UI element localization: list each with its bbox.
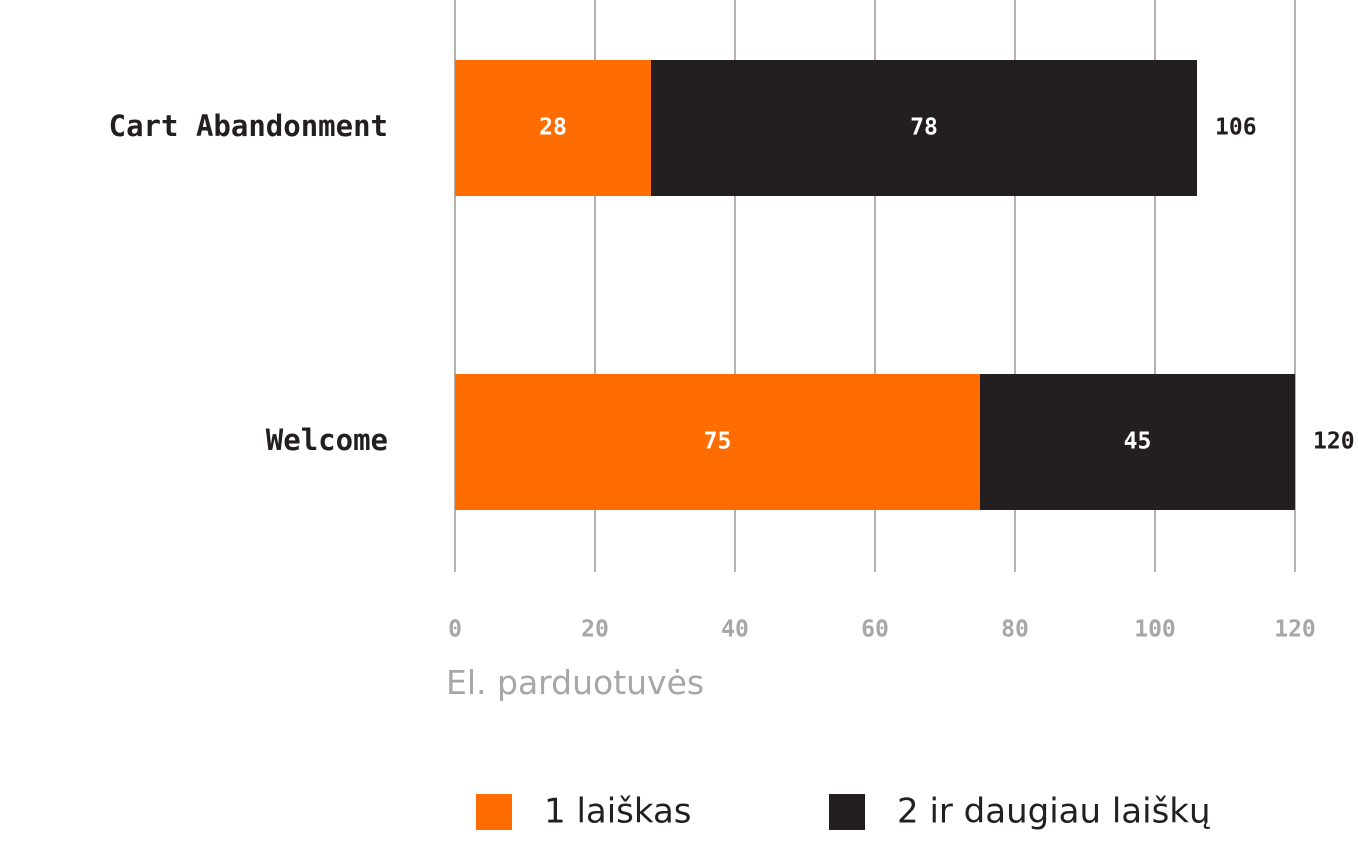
segment-value-label: 45	[1124, 429, 1152, 455]
x-tick-label: 20	[581, 617, 609, 643]
bar-segment	[455, 374, 980, 510]
x-tick-label: 80	[1001, 617, 1029, 643]
category-label: Welcome	[266, 423, 388, 457]
segment-value-label: 28	[539, 115, 567, 141]
legend: 1 laiškas 2 ir daugiau laiškų	[476, 792, 1211, 832]
x-tick-label: 60	[861, 617, 889, 643]
legend-item: 1 laiškas	[476, 792, 692, 832]
x-tick-label: 120	[1274, 617, 1316, 643]
segment-value-label: 75	[704, 429, 732, 455]
bars	[455, 60, 1295, 510]
segment-value-label: 78	[910, 115, 938, 141]
x-axis-title: El. parduotuvės	[446, 663, 704, 702]
category-label: Cart Abandonment	[109, 109, 388, 143]
legend-label: 1 laiškas	[544, 792, 692, 832]
legend-swatch	[829, 794, 865, 830]
legend-item: 2 ir daugiau laiškų	[829, 792, 1211, 832]
bar-segment	[651, 60, 1197, 196]
x-axis: El. parduotuvės 0 20 40 60 80 100 120	[446, 617, 1316, 703]
legend-label: 2 ir daugiau laiškų	[897, 792, 1211, 832]
legend-swatch	[476, 794, 512, 830]
x-tick-label: 0	[448, 617, 462, 643]
x-tick-label: 40	[721, 617, 749, 643]
bar-total-label: 120	[1313, 429, 1355, 455]
bar-segment	[980, 374, 1295, 510]
bar-total-label: 106	[1215, 115, 1257, 141]
x-tick-label: 100	[1134, 617, 1176, 643]
bar-segment	[455, 60, 651, 196]
labels: Cart Abandonment 28 78 106 Welcome 75 45 120	[109, 109, 1355, 457]
